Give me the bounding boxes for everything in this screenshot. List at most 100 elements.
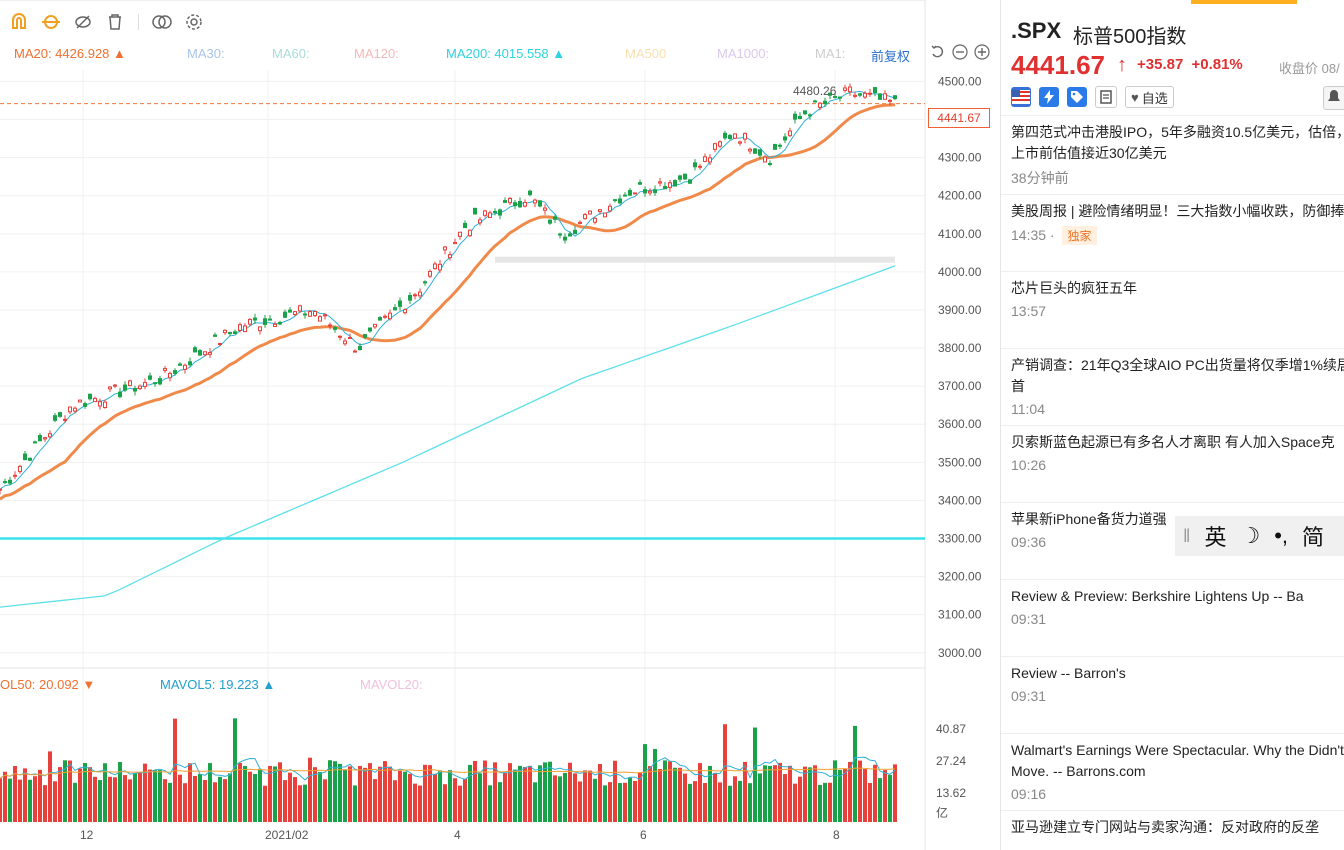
news-title: Walmart's Earnings Were Spectacular. Why… bbox=[1011, 742, 1344, 779]
y-tick-label: 4100.00 bbox=[938, 227, 982, 241]
adjust-dropdown[interactable]: 前复权 bbox=[871, 49, 911, 64]
volume-bar bbox=[593, 778, 597, 822]
link-icon[interactable] bbox=[38, 9, 64, 35]
volume-bar bbox=[423, 764, 427, 822]
mavol50-label: OL50: 20.092 ▼ bbox=[0, 677, 96, 692]
ma20-line bbox=[0, 103, 896, 501]
volume-bar bbox=[368, 763, 372, 822]
volume-bar bbox=[118, 761, 122, 822]
news-item[interactable]: 美股周报 | 避险情绪明显！三大指数小幅收跌，防御捧 14:35 · 独家 bbox=[1001, 194, 1344, 271]
ime-lang-toggle[interactable]: 英 bbox=[1204, 525, 1227, 550]
news-item[interactable]: Review & Preview: Berkshire Lightens Up … bbox=[1001, 579, 1344, 656]
candle bbox=[458, 231, 462, 237]
news-item[interactable]: Walmart's Earnings Were Spectacular. Why… bbox=[1001, 733, 1344, 810]
volume-bar bbox=[808, 767, 812, 822]
ime-drag-handle[interactable]: ‖ bbox=[1183, 525, 1191, 546]
eye-off-icon[interactable] bbox=[70, 9, 96, 35]
candle bbox=[68, 406, 72, 413]
news-item[interactable]: 贝索斯蓝色起源已有多名人才离职 有人加入Space克 10:26 bbox=[1001, 425, 1344, 502]
candle bbox=[888, 99, 892, 102]
toolbar-divider bbox=[138, 14, 139, 30]
mavol5-line bbox=[0, 756, 896, 781]
candle bbox=[643, 189, 647, 194]
candle bbox=[593, 217, 597, 223]
candle bbox=[743, 132, 747, 140]
volume-bar bbox=[668, 761, 672, 822]
volume-bar bbox=[633, 781, 637, 822]
zoom-in-icon[interactable] bbox=[974, 44, 996, 62]
candle bbox=[378, 317, 382, 321]
candle bbox=[573, 229, 577, 235]
note-icon[interactable] bbox=[1095, 86, 1117, 108]
chart-zoom-controls bbox=[930, 44, 996, 62]
moon-icon[interactable]: ☽ bbox=[1240, 523, 1261, 548]
candle bbox=[483, 210, 487, 216]
volume-bar bbox=[758, 773, 762, 822]
candle bbox=[428, 271, 432, 277]
candle bbox=[398, 300, 402, 307]
volume-bar bbox=[63, 760, 67, 822]
volume-bar bbox=[453, 778, 457, 822]
tag-icon[interactable] bbox=[1067, 87, 1087, 107]
news-item[interactable]: 亚马逊建立专门网站与卖家沟通：反对政府的反垄 bbox=[1001, 810, 1344, 850]
volume-bar bbox=[258, 768, 262, 822]
volume-bar bbox=[748, 783, 752, 822]
volume-bar bbox=[488, 785, 492, 822]
volume-bar bbox=[698, 763, 702, 822]
volume-bar bbox=[48, 751, 52, 822]
volume-bar bbox=[168, 782, 172, 822]
reset-icon[interactable] bbox=[930, 44, 948, 62]
news-item[interactable]: Review -- Barron's 09:31 bbox=[1001, 656, 1344, 733]
news-item[interactable]: 芯片巨头的疯狂五年 13:57 bbox=[1001, 271, 1344, 348]
candle bbox=[408, 295, 412, 301]
volume-bar bbox=[188, 763, 192, 822]
news-title: 芯片巨头的疯狂五年 bbox=[1011, 280, 1137, 296]
lightning-icon[interactable] bbox=[1039, 87, 1059, 107]
volume-bar bbox=[283, 780, 287, 822]
add-favorite-button[interactable]: ♥ 自选 bbox=[1125, 86, 1174, 108]
candle bbox=[138, 385, 142, 390]
candle bbox=[218, 343, 222, 346]
news-item[interactable]: 苹果新iPhone备货力道强 09:36 bbox=[1001, 502, 1344, 579]
candlestick-chart[interactable]: 4500.004400.004300.004200.004100.004000.… bbox=[0, 0, 1000, 850]
trash-icon[interactable] bbox=[102, 9, 128, 35]
volume-bar bbox=[743, 761, 747, 822]
ime-mode-toggle[interactable]: 简 bbox=[1302, 525, 1325, 550]
candle bbox=[63, 418, 67, 421]
volume-bar bbox=[753, 727, 757, 822]
compare-icon[interactable] bbox=[149, 9, 175, 35]
candle bbox=[368, 327, 372, 332]
candle bbox=[353, 350, 357, 353]
x-tick-label: 4 bbox=[454, 828, 461, 842]
volume-bar bbox=[133, 773, 137, 822]
magnet-icon[interactable] bbox=[6, 9, 32, 35]
volume-bar bbox=[353, 785, 357, 822]
volume-bar bbox=[378, 766, 382, 822]
bell-icon[interactable] bbox=[1323, 86, 1344, 110]
candle bbox=[403, 309, 407, 314]
candle bbox=[738, 141, 742, 144]
price-change: +35.87 +0.81% bbox=[1137, 56, 1243, 73]
candle bbox=[98, 401, 102, 407]
ma1000-label: MA1000: bbox=[717, 46, 770, 61]
punctuation-icon[interactable]: •, bbox=[1274, 523, 1289, 548]
news-title: 美股周报 | 避险情绪明显！三大指数小幅收跌，防御捧 bbox=[1011, 203, 1344, 219]
zoom-out-icon[interactable] bbox=[952, 44, 974, 62]
news-time: 10:26 bbox=[1011, 457, 1047, 473]
candle bbox=[343, 340, 347, 345]
news-item[interactable]: 第四范式冲击港股IPO，5年多融资10.5亿美元，估倍，上市前估值接近30亿美元… bbox=[1001, 115, 1344, 194]
volume-bar bbox=[333, 761, 337, 822]
candle bbox=[33, 441, 37, 444]
candle bbox=[873, 87, 877, 94]
gear-icon[interactable] bbox=[181, 9, 207, 35]
candle bbox=[783, 136, 787, 141]
candle bbox=[338, 335, 342, 338]
volume-bar bbox=[428, 765, 432, 822]
us-flag-icon[interactable] bbox=[1011, 87, 1031, 107]
volume-tick-label: 亿 bbox=[936, 805, 948, 820]
candle bbox=[203, 351, 207, 356]
y-tick-label: 3900.00 bbox=[938, 303, 982, 317]
news-item[interactable]: 产销调查：21年Q3全球AIO PC出货量将仅季增1%续居首 11:04 bbox=[1001, 348, 1344, 425]
candle bbox=[463, 222, 467, 229]
candle bbox=[883, 93, 887, 100]
